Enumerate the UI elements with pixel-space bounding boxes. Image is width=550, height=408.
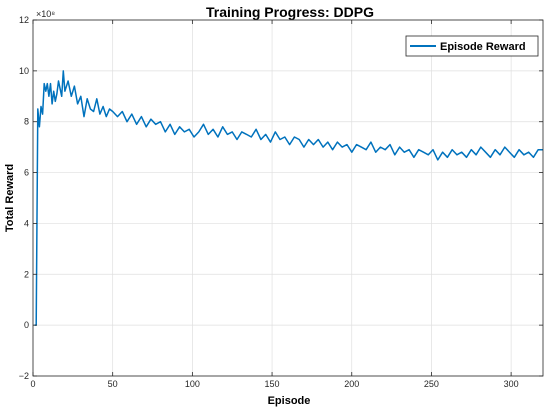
legend-box [405, 35, 539, 57]
chart-title: Training Progress: DDPG [206, 4, 374, 20]
series-line-episode-reward [34, 70, 543, 326]
y-tick-label: 12 [19, 15, 29, 25]
axes-box [32, 19, 544, 377]
y-axis-exponent: ×10⁸ [36, 9, 55, 19]
y-tick-label: −2 [19, 371, 29, 381]
y-tick-label: 8 [24, 117, 29, 127]
x-tick-label: 300 [504, 379, 519, 389]
x-tick-label: 50 [108, 379, 118, 389]
y-tick-label: 6 [24, 168, 29, 178]
legend: Episode Reward [405, 35, 539, 57]
x-axis-label: Episode [268, 395, 311, 407]
x-tick-label: 250 [424, 379, 439, 389]
y-tick-label: 4 [24, 218, 29, 228]
y-tick-label: 10 [19, 66, 29, 76]
x-tick-label: 200 [344, 379, 359, 389]
x-tick-label: 100 [185, 379, 200, 389]
x-tick-label: 150 [265, 379, 280, 389]
plot-area [33, 20, 543, 376]
y-axis-label: Total Reward [4, 164, 16, 232]
x-tick-label: 0 [30, 379, 35, 389]
y-tick-label: 0 [24, 320, 29, 330]
y-tick-label: 2 [24, 269, 29, 279]
legend-label-episode-reward: Episode Reward [440, 41, 526, 53]
